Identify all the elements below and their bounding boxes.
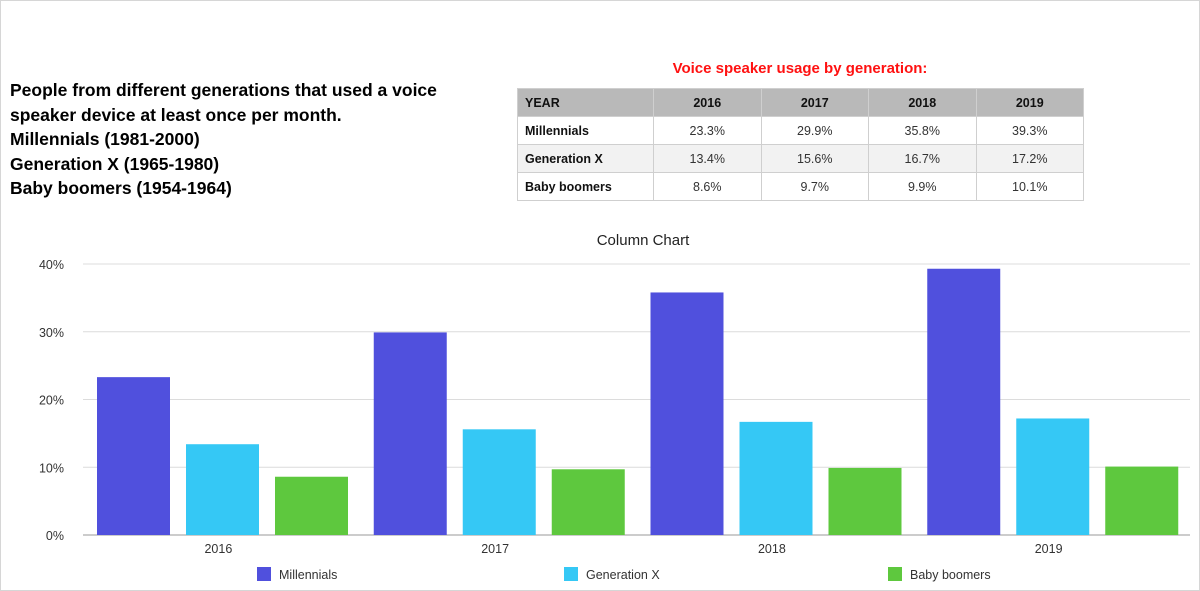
bar-millennials	[373, 332, 447, 535]
table-row: Generation X 13.4% 15.6% 16.7% 17.2%	[517, 144, 1084, 173]
intro-line-4: Generation X (1965-1980)	[10, 153, 220, 174]
legend-swatch	[564, 567, 578, 581]
chart-title: Column Chart	[597, 232, 690, 249]
table-header-cell: 2018	[868, 88, 977, 117]
bar-generation-x	[186, 444, 259, 535]
table-cell: 9.9%	[868, 172, 977, 201]
table-cell: 29.9%	[760, 116, 869, 145]
bar-millennials	[650, 292, 724, 535]
intro-line-2: speaker device at least once per month.	[10, 104, 342, 125]
bar-baby-boomers	[1105, 466, 1179, 535]
table-row: Millennials 23.3% 29.9% 35.8% 39.3%	[517, 116, 1084, 145]
table-row-label: Generation X	[517, 144, 654, 173]
bar-generation-x	[1016, 418, 1090, 535]
bar-baby-boomers	[828, 467, 902, 535]
table-row: Baby boomers 8.6% 9.7% 9.9% 10.1%	[517, 172, 1084, 201]
table-cell: 16.7%	[868, 144, 977, 173]
bar-baby-boomers	[551, 469, 625, 535]
legend-label: Millennials	[279, 568, 337, 582]
legend-label: Generation X	[586, 568, 660, 582]
legend-swatch	[257, 567, 271, 581]
table-cell: 23.3%	[653, 116, 762, 145]
table-header-year: YEAR	[517, 88, 654, 117]
table-row-label: Millennials	[517, 116, 654, 145]
x-tick-label: 2018	[758, 542, 786, 556]
intro-line-1: People from different generations that u…	[10, 80, 437, 100]
intro-line-3: Millennials (1981-2000)	[10, 129, 200, 149]
bar-generation-x	[462, 429, 536, 535]
table-cell: 8.6%	[653, 172, 762, 201]
table-cell: 9.7%	[760, 172, 869, 201]
legend-swatch	[888, 567, 902, 581]
table-cell: 35.8%	[868, 116, 977, 145]
column-chart: Column Chart 0% 10% 20% 30% 40% 2016 2017 2018 2…	[39, 232, 1190, 582]
table-header-cell: 2017	[760, 88, 869, 117]
x-tick-label: 2019	[1035, 542, 1063, 556]
intro-line-5: Baby boomers (1954-1964)	[10, 178, 232, 198]
legend-label: Baby boomers	[910, 568, 991, 582]
table-header-cell: 2019	[975, 88, 1084, 117]
table-row-label: Baby boomers	[517, 172, 654, 201]
table-cell: 39.3%	[975, 116, 1084, 145]
intro-text: People from different generations that u…	[10, 78, 510, 201]
bar-baby-boomers	[275, 476, 348, 535]
y-tick-label: 10%	[39, 461, 64, 475]
table-header-cell: 2016	[653, 88, 762, 117]
bar-millennials	[97, 377, 170, 535]
table-cell: 13.4%	[653, 144, 762, 173]
table-cell: 10.1%	[975, 172, 1084, 201]
y-tick-label: 20%	[39, 394, 64, 408]
usage-table: YEAR 2016 2017 2018 2019 Millennials 23.…	[517, 88, 1084, 201]
bar-generation-x	[739, 421, 813, 535]
table-title: Voice speaker usage by generation:	[672, 60, 928, 77]
bar-millennials	[927, 268, 1001, 535]
y-tick-label: 0%	[46, 529, 64, 543]
table-cell: 15.6%	[760, 144, 869, 173]
y-tick-label: 40%	[39, 258, 64, 272]
table-cell: 17.2%	[975, 144, 1084, 173]
table-header-row: YEAR 2016 2017 2018 2019	[517, 88, 1084, 117]
x-tick-label: 2016	[204, 542, 232, 556]
y-tick-label: 30%	[39, 326, 64, 340]
x-tick-label: 2017	[481, 542, 509, 556]
